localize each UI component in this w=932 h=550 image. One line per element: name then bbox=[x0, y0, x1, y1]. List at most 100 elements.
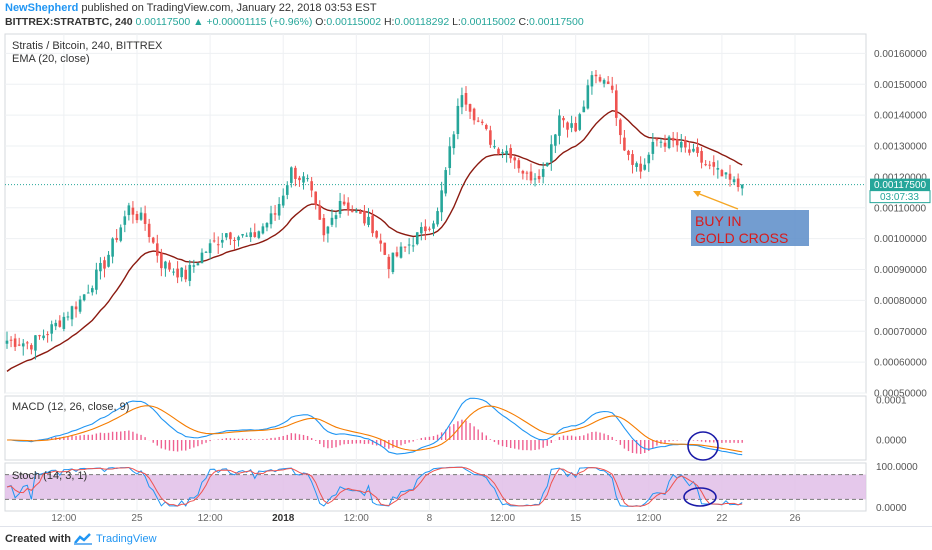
candle-body bbox=[155, 243, 159, 256]
candle-body bbox=[290, 167, 293, 183]
macd-panel: 0.0001 0.0000 bbox=[6, 396, 907, 456]
candle-body bbox=[241, 234, 244, 236]
tradingview-logo-icon bbox=[74, 533, 92, 545]
candle-body bbox=[294, 167, 297, 179]
ohlc-line: BITTREX:STRATBTC, 240 0.00117500 ▲ +0.00… bbox=[5, 16, 584, 28]
candle-body bbox=[306, 178, 309, 180]
candle-body bbox=[131, 207, 135, 215]
low-label: L: bbox=[452, 16, 461, 28]
candle-body bbox=[342, 201, 346, 205]
x-tick-label: 8 bbox=[427, 513, 433, 524]
chart-title: Stratis / Bitcoin, 240, BITTREX bbox=[12, 40, 163, 52]
candle-body bbox=[298, 177, 301, 181]
ema-layer bbox=[6, 109, 743, 372]
candle-body bbox=[732, 179, 736, 183]
open-label: O: bbox=[315, 16, 327, 28]
candle-body bbox=[476, 120, 480, 122]
annotation-line1: BUY IN bbox=[695, 213, 741, 229]
candle-body bbox=[623, 137, 626, 151]
candle-body bbox=[111, 238, 114, 257]
candle-body bbox=[82, 294, 86, 301]
candle-body bbox=[736, 178, 740, 188]
candle-body bbox=[135, 214, 139, 221]
countdown-tag bbox=[869, 190, 931, 204]
candle-body bbox=[13, 338, 17, 347]
candle-body bbox=[50, 324, 53, 334]
candle-body bbox=[95, 269, 98, 290]
candle-body bbox=[310, 181, 313, 191]
y-tick-label: 0.00120000 bbox=[874, 172, 927, 183]
candle-body bbox=[411, 245, 415, 247]
annotation-arrow bbox=[696, 192, 739, 210]
candle-body bbox=[62, 316, 66, 329]
candle-body bbox=[663, 142, 667, 147]
stoch-band bbox=[5, 474, 866, 500]
chart-canvas[interactable]: 0.00160000 0.00150000 0.00140000 0.00130000… bbox=[0, 0, 932, 526]
candle-body bbox=[387, 256, 391, 270]
candle-body bbox=[464, 93, 468, 105]
open-value: 0.00115002 bbox=[326, 16, 382, 28]
y-tick-label: 0.00080000 bbox=[874, 296, 927, 307]
candle-body bbox=[582, 106, 586, 113]
candle-body bbox=[671, 137, 675, 141]
candle-body bbox=[545, 162, 549, 167]
candle-body bbox=[334, 215, 338, 220]
candle-body bbox=[42, 335, 45, 339]
candle-body bbox=[659, 141, 663, 143]
candle-body bbox=[249, 232, 253, 238]
candle-body bbox=[281, 195, 285, 206]
stoch-tick-label: 0.0000 bbox=[876, 503, 907, 514]
high-value: 0.00118292 bbox=[394, 16, 450, 28]
candle-body bbox=[245, 235, 248, 237]
candle-body bbox=[643, 164, 647, 170]
time-axis[interactable]: 12:00 25 12:00 2018 12:00 8 12:00 15 12:00 22 26 bbox=[51, 513, 801, 524]
price-axis[interactable]: 0.00160000 0.00150000 0.00140000 0.00130000… bbox=[869, 49, 931, 400]
tradingview-brand-link[interactable]: TradingView bbox=[96, 533, 157, 545]
candle-body bbox=[651, 141, 655, 154]
high-label: H: bbox=[383, 16, 395, 28]
candle-body bbox=[204, 251, 208, 253]
candles-layer bbox=[5, 70, 744, 360]
candle-body bbox=[9, 339, 13, 341]
candle-body bbox=[501, 152, 504, 154]
candle-body bbox=[285, 185, 289, 195]
x-tick-label: 26 bbox=[789, 513, 801, 524]
candle-body bbox=[541, 169, 545, 177]
candle-body bbox=[26, 342, 29, 344]
candle-body bbox=[371, 215, 374, 234]
x-tick-label: 12:00 bbox=[51, 513, 76, 524]
candle-body bbox=[606, 81, 610, 85]
candle-body bbox=[489, 130, 492, 145]
candle-body bbox=[562, 117, 565, 121]
x-tick-label: 15 bbox=[570, 513, 582, 524]
low-value: 0.00115002 bbox=[460, 16, 516, 28]
candle-body bbox=[460, 95, 464, 108]
candle-body bbox=[38, 335, 41, 337]
candle-body bbox=[350, 211, 354, 213]
candle-body bbox=[704, 164, 707, 166]
candle-body bbox=[497, 148, 500, 154]
candle-body bbox=[728, 173, 732, 180]
publication-header: NewShepherd published on TradingView.com… bbox=[0, 0, 932, 32]
candle-body bbox=[86, 292, 90, 294]
x-tick-label: 2018 bbox=[272, 513, 295, 524]
x-tick-label: 12:00 bbox=[344, 513, 369, 524]
candle-body bbox=[220, 239, 224, 243]
candle-body bbox=[176, 268, 179, 278]
candle-body bbox=[34, 335, 37, 351]
signal-line bbox=[6, 405, 743, 453]
candle-body bbox=[493, 146, 496, 148]
macd-cross-circle bbox=[687, 431, 719, 461]
candle-body bbox=[103, 260, 106, 269]
stoch-cross-circle bbox=[683, 487, 717, 507]
candle-body bbox=[66, 316, 70, 318]
author-link[interactable]: NewShepherd bbox=[5, 2, 79, 14]
candle-body bbox=[696, 147, 699, 154]
macd-line bbox=[6, 397, 743, 456]
candle-body bbox=[58, 320, 62, 327]
candle-body bbox=[578, 114, 582, 130]
candle-body bbox=[326, 226, 330, 234]
candle-body bbox=[533, 178, 537, 180]
candle-body bbox=[708, 164, 712, 166]
candle-body bbox=[639, 163, 642, 172]
